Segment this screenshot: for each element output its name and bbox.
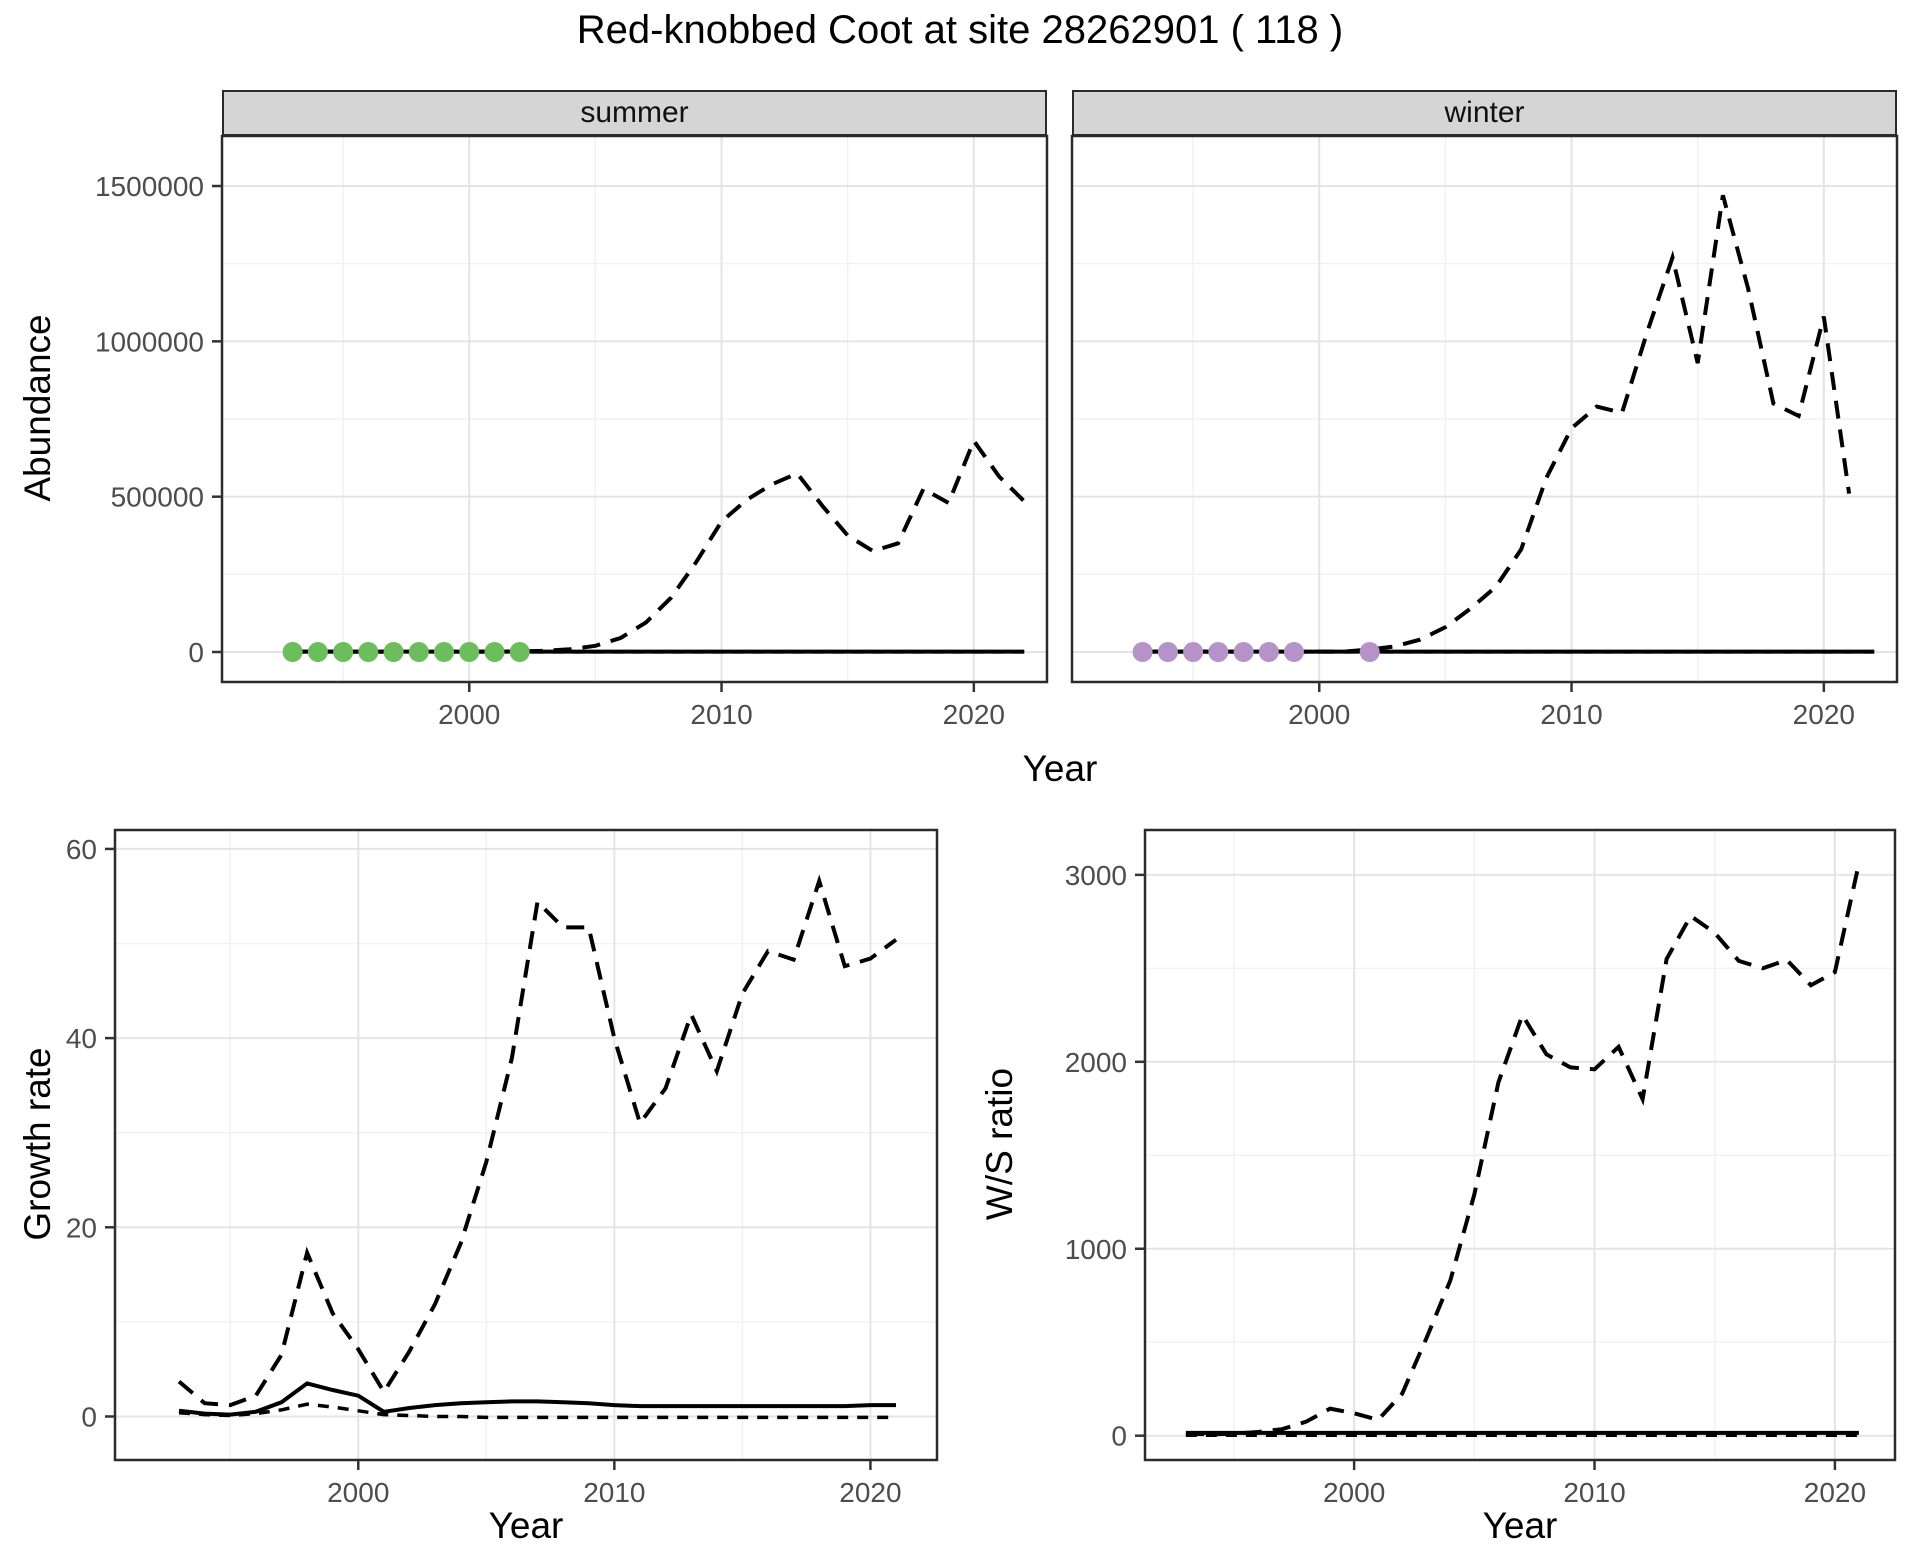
growth-upper-ci-line [177, 874, 898, 1408]
y-tick-label: 1000 [1065, 1234, 1127, 1265]
ws-ratio-axis-title: W/S ratio [979, 1067, 1020, 1221]
y-tick-label: 0 [1111, 1421, 1127, 1452]
observation-point [1284, 642, 1304, 662]
y-tick-label: 1500000 [95, 171, 204, 202]
x-tick-label: 2010 [1563, 1477, 1625, 1508]
y-tick-label: 60 [66, 834, 97, 865]
observation-point [509, 642, 530, 662]
observation-point [1157, 642, 1178, 662]
abundance-winter-plot-svg: 2000 2010 2020 [1070, 134, 1899, 730]
observation-point [1132, 642, 1153, 662]
observation-point [1183, 642, 1204, 662]
x-tick-label: 2010 [583, 1477, 645, 1508]
panel-ws-ratio: 2000 2010 2020 0 1000 2000 3000 [1065, 828, 1897, 1520]
gridlines [1072, 136, 1897, 682]
x-axis-ticks: 2000 2010 2020 [438, 682, 1005, 730]
observation-point [434, 642, 454, 662]
x-tick-label: 2000 [1323, 1477, 1385, 1508]
panel-border [220, 134, 1049, 684]
observation-point [459, 642, 480, 662]
panel-abundance-winter: 2000 2010 2020 [1070, 134, 1899, 742]
observation-point [358, 642, 379, 662]
panel-growth-rate: 2000 2010 2020 0 20 40 60 [66, 828, 939, 1520]
model-upper-ci-line [292, 436, 1026, 654]
abundance-summer-plot-svg: 2000 2010 2020 0 500000 1000000 1500000 [95, 134, 1049, 730]
growth-rate-plot-svg: 2000 2010 2020 0 20 40 60 [66, 828, 939, 1508]
observation-point [1258, 642, 1279, 662]
facet-strip-winter: winter [1072, 90, 1897, 136]
x-axis-ticks: 2000 2010 2020 [1288, 682, 1855, 730]
y-tick-label: 1000000 [95, 326, 204, 357]
gridlines [115, 830, 937, 1460]
observation-point [1359, 642, 1380, 662]
x-tick-label: 2020 [1793, 699, 1855, 730]
gridlines [222, 136, 1047, 682]
x-tick-label: 2000 [1288, 699, 1350, 730]
series-lines [177, 874, 898, 1420]
panel-border [113, 828, 939, 1462]
panel-abundance-summer: 2000 2010 2020 0 500000 1000000 1500000 [95, 134, 1049, 742]
x-tick-label: 2020 [839, 1477, 901, 1508]
y-tick-label: 0 [188, 637, 204, 668]
y-tick-label: 0 [81, 1401, 97, 1432]
x-tick-label: 2000 [438, 699, 500, 730]
facet-strip-summer: summer [222, 90, 1047, 136]
growth-estimate-line [178, 1381, 896, 1417]
top-year-axis-title: Year [1022, 748, 1098, 789]
panel-border [1143, 828, 1897, 1462]
ws-year-axis-title: Year [1482, 1505, 1558, 1546]
growth-year-axis-title: Year [488, 1505, 564, 1546]
abundance-axis-title: Abundance [17, 314, 58, 502]
y-axis-ticks: 0 1000 2000 3000 [1065, 860, 1145, 1452]
x-axis-ticks: 2000 2010 2020 [1323, 1460, 1866, 1508]
observation-point [1233, 642, 1254, 662]
y-tick-label: 3000 [1065, 860, 1127, 891]
observation-point [282, 642, 303, 662]
ws-ratio-plot-svg: 2000 2010 2020 0 1000 2000 3000 [1065, 828, 1897, 1508]
ws-upper-ci-line [1185, 863, 1861, 1437]
x-tick-label: 2020 [943, 699, 1005, 730]
y-axis-ticks: 0 20 40 60 [66, 834, 115, 1432]
y-tick-label: 2000 [1065, 1047, 1127, 1078]
x-tick-label: 2010 [1540, 699, 1602, 730]
series-lines [1185, 863, 1861, 1438]
figure-title: Red-knobbed Coot at site 28262901 ( 118 … [576, 8, 1344, 52]
observation-point [383, 642, 404, 662]
observation-point [408, 642, 429, 662]
observation-point [484, 642, 505, 662]
observed-winter-counts [1132, 642, 1380, 662]
observed-summer-counts [282, 642, 530, 662]
x-tick-label: 2000 [327, 1477, 389, 1508]
observation-point [1208, 642, 1229, 662]
observation-point [333, 642, 354, 662]
observation-point [307, 642, 328, 662]
x-axis-ticks: 2000 2010 2020 [327, 1460, 902, 1508]
growth-lower-ci-line [178, 1402, 896, 1420]
y-tick-label: 500000 [111, 482, 204, 513]
facet-strip-winter-label: winter [1444, 96, 1525, 129]
x-tick-label: 2020 [1804, 1477, 1866, 1508]
gridlines [1145, 830, 1895, 1460]
facet-strip-summer-label: summer [580, 96, 689, 129]
y-axis-ticks: 0 500000 1000000 1500000 [95, 171, 222, 668]
series-lines [292, 436, 1026, 654]
panel-border [1070, 134, 1899, 684]
x-tick-label: 2010 [690, 699, 752, 730]
growth-rate-axis-title: Growth rate [17, 1047, 58, 1241]
y-tick-label: 40 [66, 1023, 97, 1054]
y-tick-label: 20 [66, 1212, 97, 1243]
